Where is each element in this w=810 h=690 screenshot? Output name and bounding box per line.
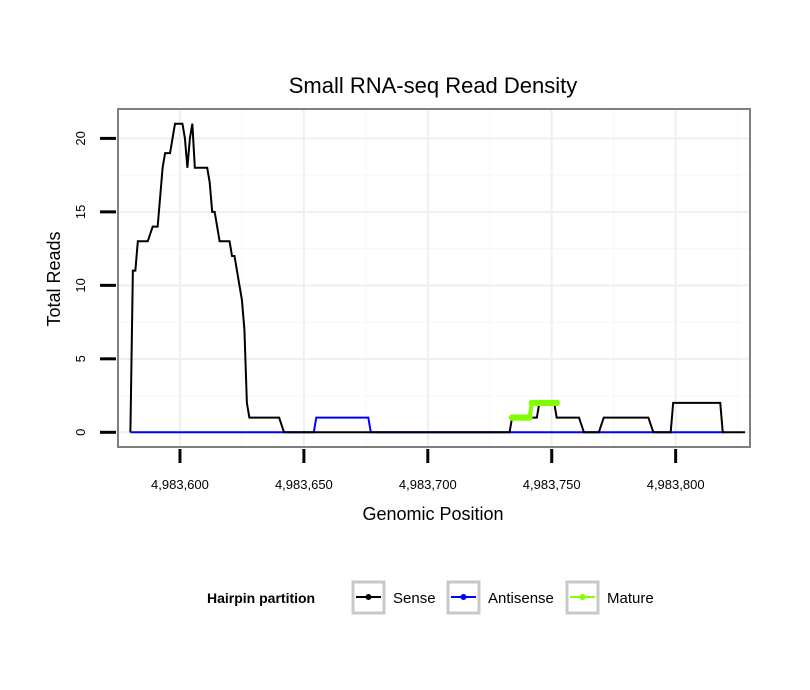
y-tick-label: 0 xyxy=(73,429,88,436)
point-mature xyxy=(553,399,560,407)
y-tick-label: 20 xyxy=(73,131,88,145)
legend: Hairpin partition Sense Antisense Mature xyxy=(207,580,654,615)
legend-label-antisense: Antisense xyxy=(488,590,554,607)
y-axis-ticks: 0 5 10 15 20 xyxy=(73,131,116,436)
y-axis-title: Total Reads xyxy=(44,231,64,326)
legend-entry-mature: Mature xyxy=(565,580,654,615)
legend-dot-antisense xyxy=(460,594,467,600)
x-tick-label: 4,983,650 xyxy=(275,477,333,492)
legend-label-mature: Mature xyxy=(607,590,654,607)
legend-dot-sense xyxy=(365,594,372,600)
major-gridlines xyxy=(118,109,750,447)
legend-entry-antisense: Antisense xyxy=(446,580,554,615)
x-axis-ticks: 4,983,600 4,983,650 4,983,700 4,983,750 4,98… xyxy=(151,449,705,492)
series-layer xyxy=(129,122,746,434)
y-tick-label: 5 xyxy=(73,355,88,362)
plot-panel-border xyxy=(117,108,751,448)
x-axis-title: Genomic Position xyxy=(362,504,503,524)
x-tick-label: 4,983,600 xyxy=(151,477,209,492)
legend-label-sense: Sense xyxy=(393,590,436,607)
x-tick-label: 4,983,800 xyxy=(647,477,705,492)
x-tick-label: 4,983,750 xyxy=(523,477,581,492)
chart-title: Small RNA-seq Read Density xyxy=(289,73,578,98)
series-line-sense xyxy=(129,122,746,434)
legend-dot-mature xyxy=(579,594,586,600)
x-tick-label: 4,983,700 xyxy=(399,477,457,492)
y-tick-label: 15 xyxy=(73,205,88,219)
minor-gridlines xyxy=(118,109,750,447)
y-tick-label: 10 xyxy=(73,278,88,292)
legend-title: Hairpin partition xyxy=(207,590,315,606)
legend-entry-sense: Sense xyxy=(351,580,436,615)
point-mature xyxy=(526,414,533,421)
